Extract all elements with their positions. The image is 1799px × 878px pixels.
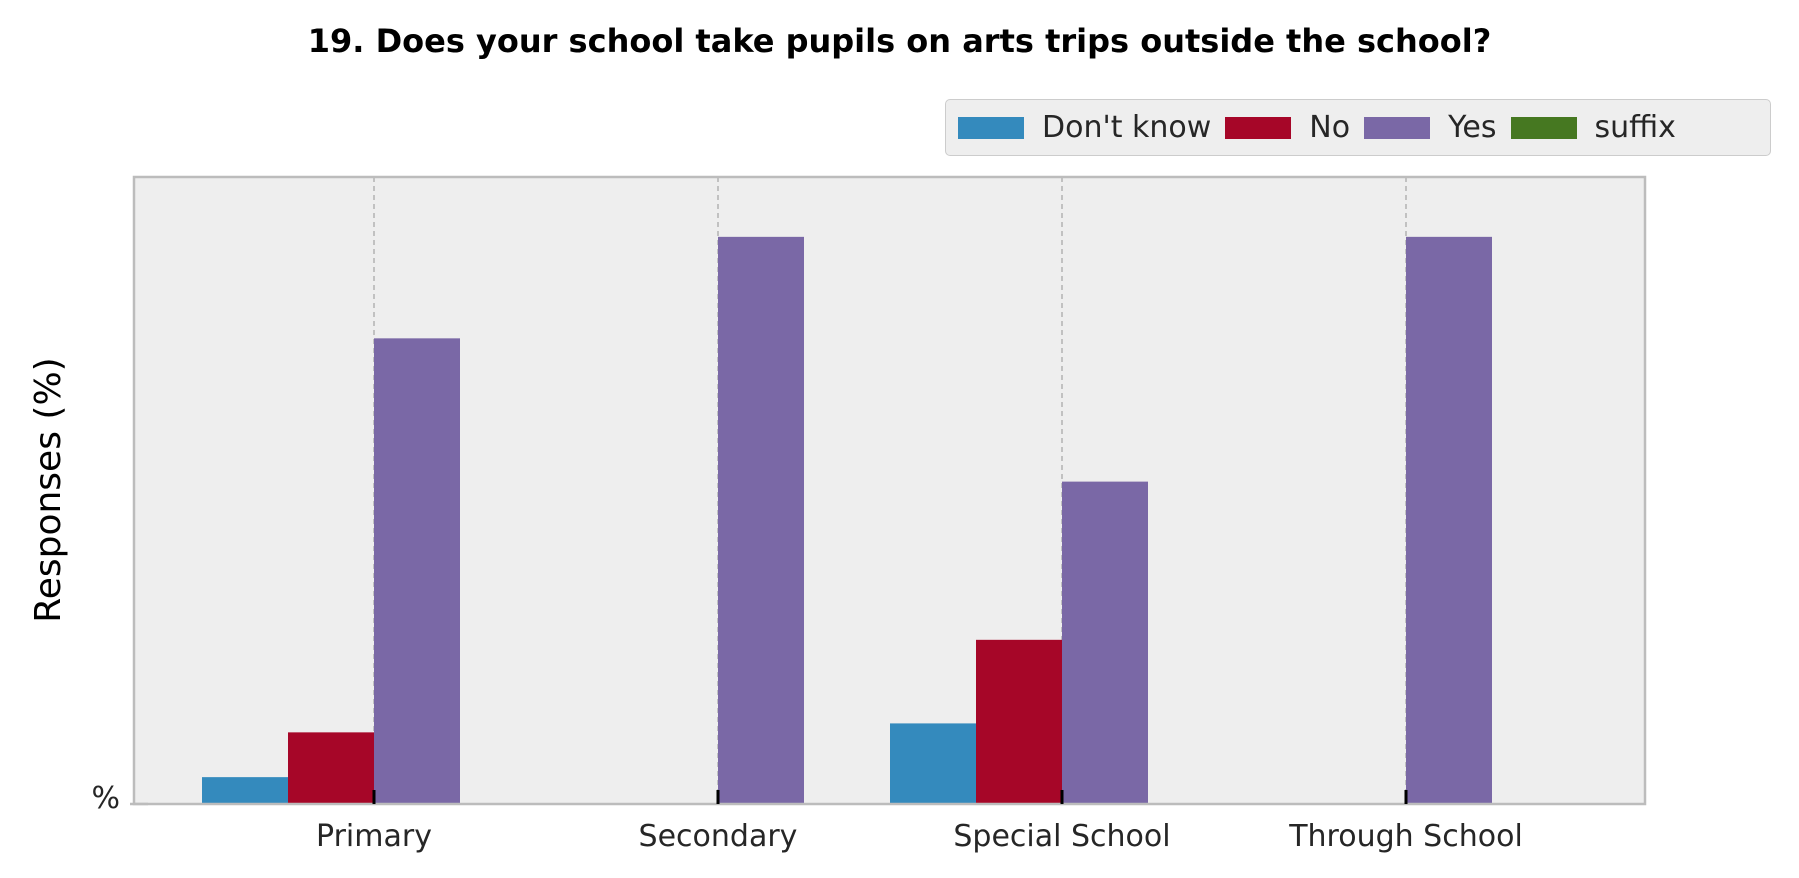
- legend-label-suffix: suffix: [1594, 110, 1676, 145]
- bar: [890, 723, 976, 804]
- legend-item-dont-know: Don't know: [958, 110, 1211, 145]
- y-tick-label: %: [91, 781, 120, 816]
- legend-swatch-no: [1225, 116, 1292, 139]
- bar: [202, 777, 288, 804]
- bars: [202, 236, 1492, 805]
- legend-swatch-yes: [1364, 116, 1431, 139]
- legend: Don't know No Yes suffix: [945, 99, 1771, 156]
- legend-label-no: No: [1309, 110, 1351, 145]
- y-axis-label: Responses (%): [28, 357, 69, 622]
- bar: [1406, 236, 1492, 805]
- x-tick-label: Special School: [953, 819, 1170, 854]
- legend-label-dont-know: Don't know: [1042, 110, 1212, 145]
- x-tick-label: Primary: [316, 819, 432, 854]
- bar: [288, 732, 374, 804]
- x-tick-label: Secondary: [639, 819, 798, 854]
- x-ticks: Primary Secondary Special School Through Sc…: [130, 790, 1523, 854]
- legend-item-no: No: [1225, 110, 1350, 145]
- bar: [374, 338, 460, 804]
- plot-frame: [132, 175, 1647, 806]
- legend-item-yes: Yes: [1364, 110, 1497, 145]
- bar: [976, 639, 1062, 804]
- legend-item-suffix: suffix: [1510, 110, 1676, 145]
- chart-title: 19. Does your school take pupils on arts…: [307, 22, 1492, 60]
- bar: [718, 236, 804, 805]
- x-tick-label: Through School: [1288, 819, 1523, 854]
- legend-label-yes: Yes: [1448, 110, 1497, 145]
- legend-swatch-dont-know: [958, 116, 1024, 139]
- legend-swatch-suffix: [1510, 116, 1577, 139]
- bar: [1062, 481, 1148, 804]
